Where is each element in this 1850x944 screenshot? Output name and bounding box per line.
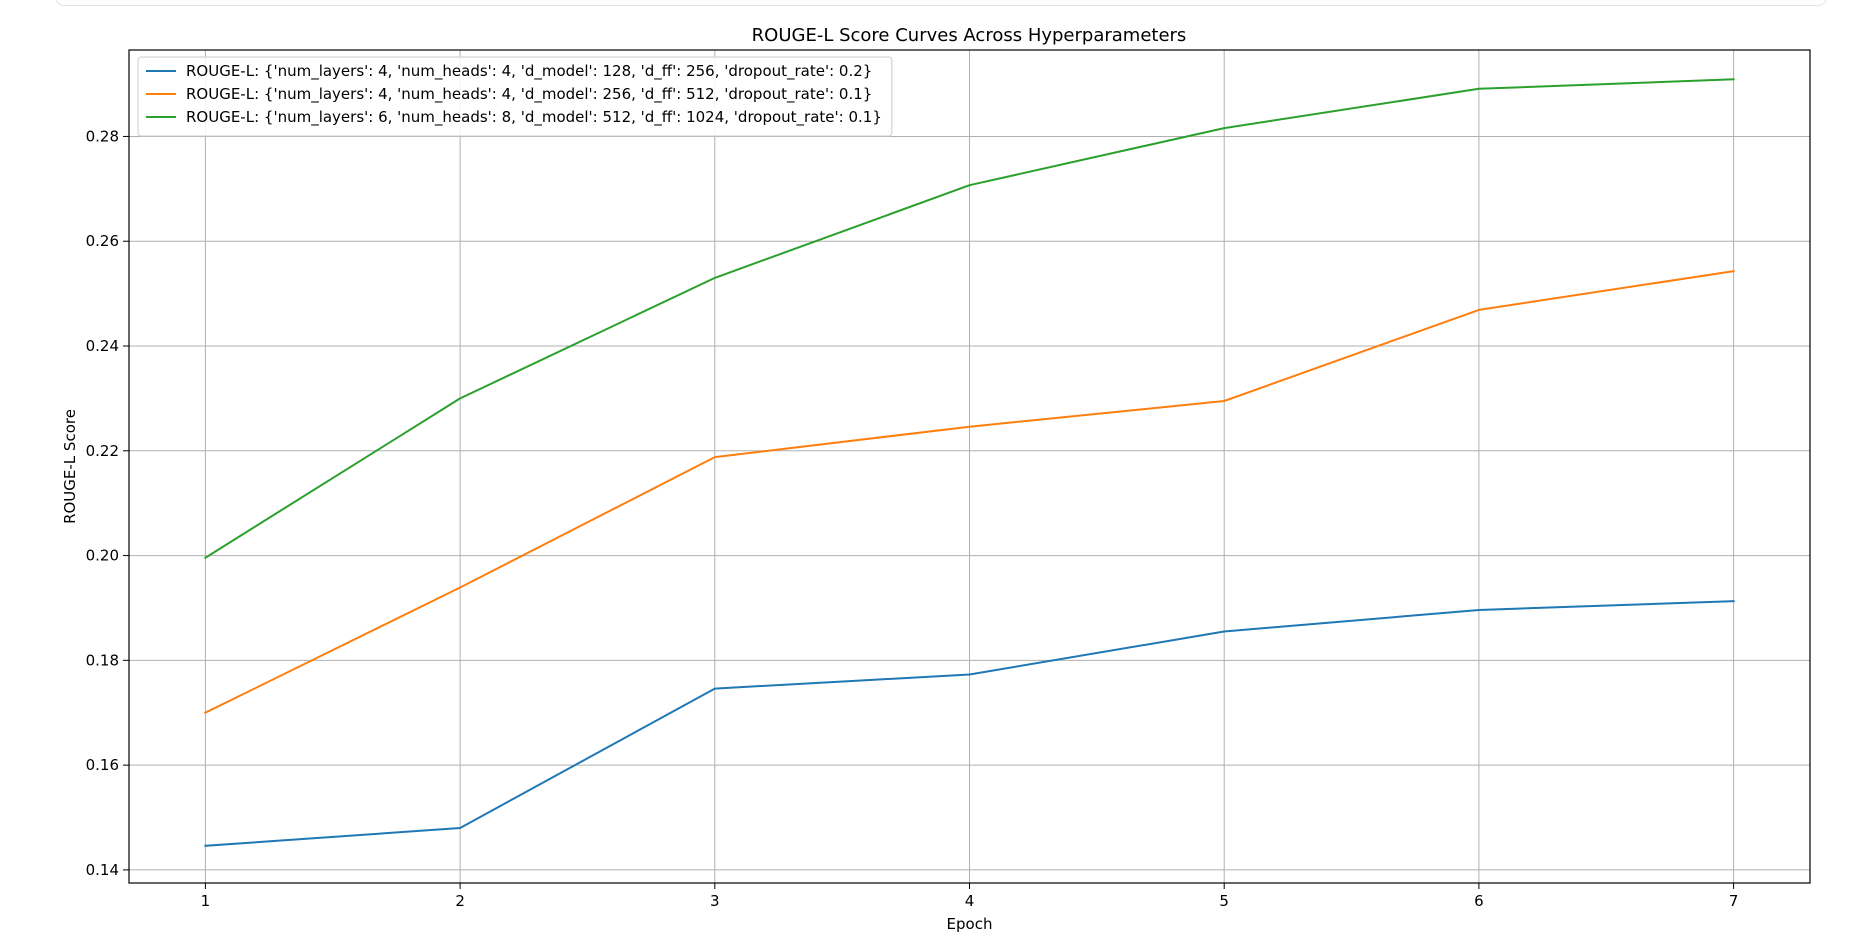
series-line xyxy=(204,78,1735,560)
y-tick-label: 0.18 xyxy=(86,651,119,669)
y-tick-label: 0.22 xyxy=(86,442,119,460)
x-tick-label: 5 xyxy=(1219,892,1229,910)
legend: ROUGE-L: {'num_layers': 4, 'num_heads': … xyxy=(137,56,893,137)
x-axis-label: Epoch xyxy=(947,915,993,933)
y-tick-label: 0.20 xyxy=(86,547,119,565)
y-tick-label: 0.24 xyxy=(86,337,119,355)
y-tick-label: 0.16 xyxy=(86,756,119,774)
series-lines xyxy=(204,78,1735,847)
chart-title: ROUGE-L Score Curves Across Hyperparamet… xyxy=(752,25,1187,46)
x-tick-label: 2 xyxy=(455,892,465,910)
legend-label: ROUGE-L: {'num_layers': 4, 'num_heads': … xyxy=(186,62,872,81)
x-tick-label: 4 xyxy=(965,892,975,910)
legend-label: ROUGE-L: {'num_layers': 4, 'num_heads': … xyxy=(186,85,872,104)
legend-label: ROUGE-L: {'num_layers': 6, 'num_heads': … xyxy=(186,108,882,127)
x-tick-label: 1 xyxy=(201,892,211,910)
x-tick-label: 3 xyxy=(710,892,720,910)
axis-ticks: 1 2 3 4 5 6 7 0.14 0.16 0.18 0.20 0.22 0.24 0.26 0.28 xyxy=(86,127,1739,910)
grid-lines xyxy=(129,50,1810,883)
series-line xyxy=(204,600,1735,847)
y-tick-label: 0.14 xyxy=(86,861,119,879)
y-axis-label: ROUGE-L Score xyxy=(61,409,79,524)
x-tick-label: 7 xyxy=(1729,892,1739,910)
x-tick-label: 6 xyxy=(1474,892,1484,910)
legend-box xyxy=(137,56,893,137)
y-tick-label: 0.26 xyxy=(86,232,119,250)
series-line xyxy=(204,269,1735,715)
y-tick-label: 0.28 xyxy=(86,127,119,145)
